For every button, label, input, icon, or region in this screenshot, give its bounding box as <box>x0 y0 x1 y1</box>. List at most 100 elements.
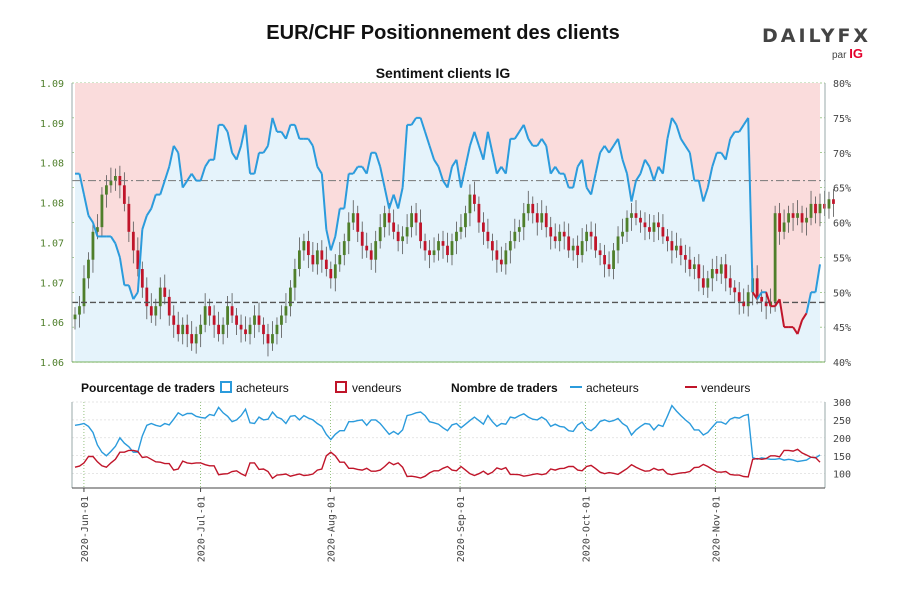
candle-body <box>733 287 737 293</box>
sentiment-segment <box>186 173 193 182</box>
candle-body <box>477 203 481 223</box>
candle-body <box>535 213 539 223</box>
candle-body <box>670 241 674 251</box>
candle-body <box>338 255 342 265</box>
sentiment-segment <box>266 117 274 146</box>
left-tick: 1.06 <box>40 318 64 329</box>
sentiment-segment <box>334 208 341 237</box>
candle-body <box>522 213 526 228</box>
candle-body <box>540 213 544 223</box>
candle-body <box>616 236 620 251</box>
candle-body <box>356 213 360 232</box>
left-tick: 1.08 <box>40 199 64 210</box>
bottom-right-tick: 300 <box>833 398 851 409</box>
candle-body <box>441 241 445 246</box>
logo-ig: IG <box>849 46 863 61</box>
candle-body <box>657 222 660 228</box>
candle-body <box>122 185 126 204</box>
x-tick-label: 2020-Nov-01 <box>711 496 722 562</box>
sentiment-segment <box>145 208 153 217</box>
sentiment-segment <box>518 124 525 133</box>
sentiment-segment <box>459 166 467 188</box>
candle-body <box>302 241 306 251</box>
candle-body <box>244 329 247 335</box>
candle-body <box>428 250 431 256</box>
sentiment-segment <box>702 187 709 202</box>
sentiment-segment <box>724 138 732 160</box>
x-tick-label: 2020-Aug-01 <box>326 496 337 562</box>
candle-body <box>320 250 324 260</box>
sentiment-segment <box>661 138 669 174</box>
candle-body <box>396 231 400 242</box>
sentiment-segment <box>563 173 570 188</box>
candle-body <box>719 264 723 274</box>
candle-body <box>257 315 261 325</box>
sentiment-segment <box>455 159 462 188</box>
candle-body <box>154 306 158 316</box>
sentiment-segment <box>630 180 637 202</box>
sentiment-segment <box>527 138 534 147</box>
candle-body <box>692 264 696 269</box>
candle-body <box>800 213 804 223</box>
sentiment-segment <box>626 173 633 202</box>
sentiment-segment <box>594 152 602 174</box>
candle-body <box>482 222 485 232</box>
logo-sub: par IG <box>832 46 863 61</box>
sentiment-segment <box>792 326 799 335</box>
candle-body <box>455 231 458 242</box>
sentiment-segment <box>320 173 328 230</box>
legend-pct-label: Pourcentage de traders <box>81 381 215 395</box>
candle-body <box>468 194 472 214</box>
candle-body <box>589 231 593 237</box>
candle-body <box>805 217 808 223</box>
sentiment-segment <box>419 117 427 133</box>
candle-body <box>365 245 369 251</box>
candle-body <box>562 231 566 237</box>
sentiment-segment <box>680 138 687 147</box>
candle-body <box>607 264 611 269</box>
legend-pct-sellers-swatch <box>335 381 347 393</box>
sentiment-segment <box>410 117 417 126</box>
sentiment-segment <box>311 145 319 167</box>
bottom-right-tick: 100 <box>833 470 851 481</box>
candle-body <box>419 222 422 242</box>
candle-body <box>127 203 131 232</box>
dailyfx-logo: DAILYFX <box>762 25 871 47</box>
candle-body <box>728 278 732 288</box>
candle-body <box>374 241 378 260</box>
candle-body <box>293 269 297 288</box>
sentiment-segment <box>468 131 476 147</box>
sentiment-segment <box>536 138 543 147</box>
sentiment-segment <box>181 180 189 189</box>
candle-body <box>742 301 746 307</box>
candle-body <box>814 203 817 214</box>
left-tick: 1.07 <box>40 278 64 289</box>
sentiment-segment <box>244 124 252 174</box>
candle-body <box>136 250 140 269</box>
candle-body <box>531 203 535 214</box>
bottom-right-tick: 200 <box>833 434 851 445</box>
candle-body <box>96 227 99 232</box>
candle-body <box>823 203 826 209</box>
sentiment-segment <box>352 166 359 175</box>
sentiment-segment <box>814 264 821 293</box>
sentiment-segment <box>729 131 736 140</box>
sentiment-segment <box>110 235 117 244</box>
sentiment-segment <box>711 152 718 168</box>
sentiment-segment <box>437 166 444 181</box>
candle-body <box>392 222 396 232</box>
candle-body <box>248 324 252 335</box>
sentiment-segment <box>222 124 229 133</box>
candle-body <box>464 213 467 228</box>
candle-body <box>495 250 499 260</box>
candle-body <box>553 236 557 242</box>
sentiment-segment <box>635 173 642 182</box>
sentiment-segment <box>262 145 269 154</box>
candle-body <box>594 236 598 251</box>
left-tick: 1.07 <box>40 238 64 249</box>
candle-body <box>486 231 490 242</box>
right-tick: 65% <box>833 184 851 195</box>
candle-body <box>311 255 315 265</box>
candle-body <box>787 213 790 223</box>
sentiment-segment <box>545 145 552 174</box>
